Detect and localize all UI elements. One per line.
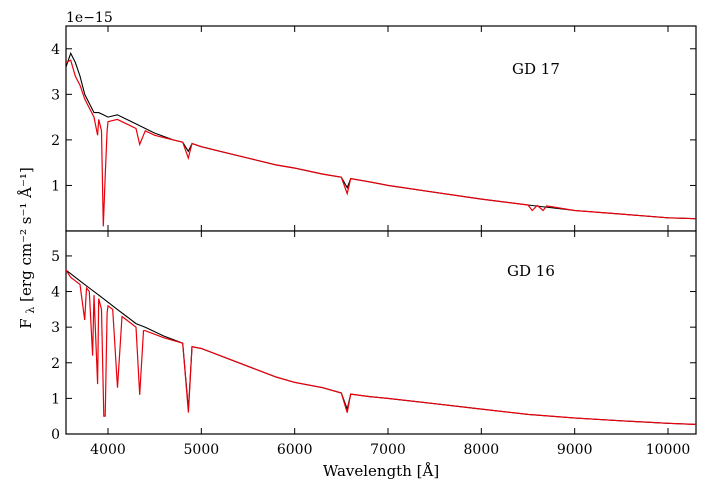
top-panel: 1e−15 GD 17 1 2 3 4 — [51, 10, 697, 232]
x-tick-label: 6000 — [277, 442, 313, 458]
top-panel-frame — [65, 25, 697, 232]
top-panel-label: GD 17 — [512, 60, 560, 78]
y-axis-title: F λ [erg cm⁻² s⁻¹ Å⁻¹] — [17, 167, 38, 329]
y-axis-symbol: F — [17, 318, 35, 328]
bottom-panel: GD 16 0 1 2 3 4 5 4000 5000 6000 7000 8000 9000 100… — [51, 230, 697, 458]
top-model-series-line — [65, 59, 697, 227]
x-tick-label: 7000 — [370, 442, 406, 458]
top-ytick-label: 2 — [51, 133, 60, 149]
bottom-panel-label: GD 16 — [507, 262, 555, 280]
bottom-panel-frame — [65, 230, 697, 435]
y-axis-units: [erg cm⁻² s⁻¹ Å⁻¹] — [17, 167, 35, 302]
top-offset-label: 1e−15 — [66, 10, 113, 26]
top-x-ticks — [107, 26, 669, 231]
x-axis-title: Wavelength [Å] — [323, 462, 439, 480]
x-tick-label: 10000 — [646, 442, 691, 458]
y-axis-subscript: λ — [24, 307, 37, 314]
bottom-ytick-label: 3 — [51, 320, 60, 336]
bottom-ytick-label: 2 — [51, 356, 60, 372]
bottom-y-ticks: 0 1 2 3 4 5 — [51, 249, 696, 443]
top-ytick-label: 1 — [51, 178, 60, 194]
bottom-ytick-label: 1 — [51, 391, 60, 407]
bottom-x-ticks: 4000 5000 6000 7000 8000 9000 10000 — [90, 231, 690, 458]
x-tick-label: 9000 — [557, 442, 593, 458]
top-ytick-label: 3 — [51, 87, 60, 103]
bottom-ytick-label: 5 — [51, 249, 60, 265]
x-tick-label: 8000 — [464, 442, 500, 458]
top-y-ticks: 1 2 3 4 — [51, 42, 696, 194]
x-tick-label: 4000 — [90, 442, 126, 458]
top-ytick-label: 4 — [51, 42, 60, 58]
bottom-ytick-label: 4 — [51, 285, 60, 301]
bottom-model-series-line — [65, 269, 697, 425]
x-tick-label: 5000 — [184, 442, 220, 458]
bottom-ytick-label: 0 — [51, 427, 60, 443]
